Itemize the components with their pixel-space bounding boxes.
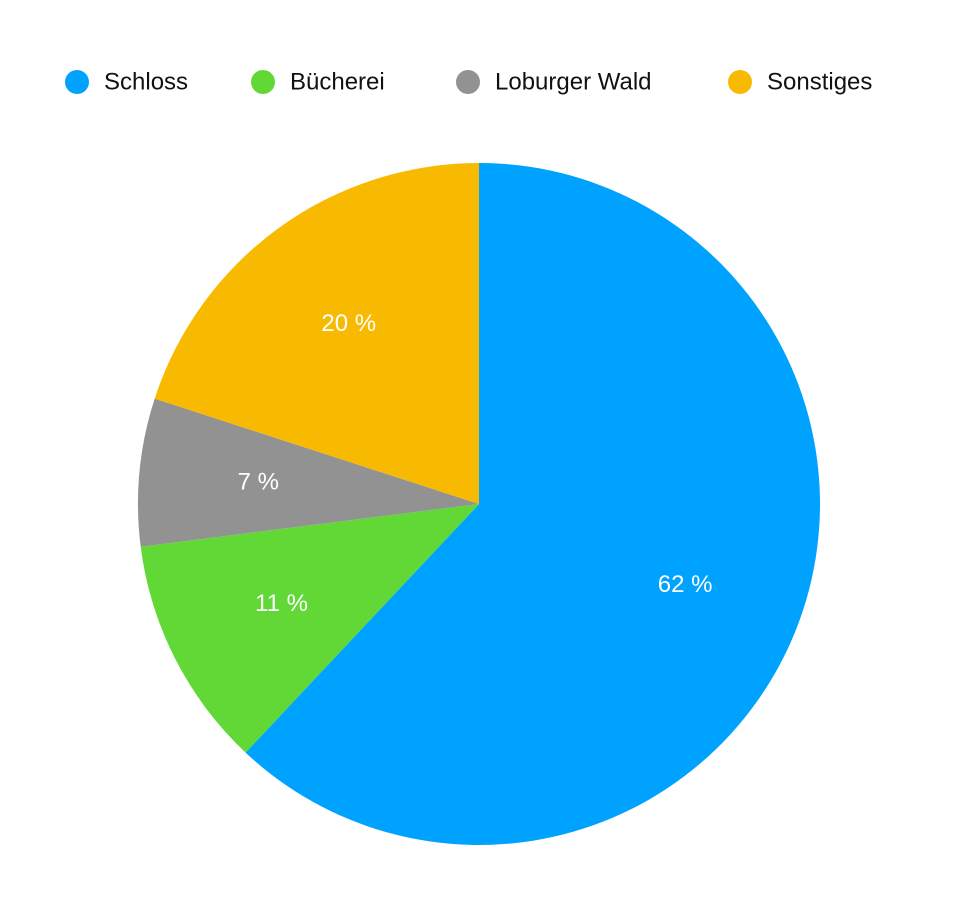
legend-marker xyxy=(456,70,480,94)
slice-label: 20 % xyxy=(321,310,376,337)
legend-marker xyxy=(65,70,89,94)
legend-marker xyxy=(728,70,752,94)
legend-marker xyxy=(251,70,275,94)
slice-label: 62 % xyxy=(658,571,713,598)
pie-slice xyxy=(137,398,479,547)
slice-label: 11 % xyxy=(255,590,308,617)
pie-slice xyxy=(245,163,820,846)
legend-label: Bücherei xyxy=(290,68,385,95)
legend-label: Loburger Wald xyxy=(495,68,652,95)
slice-label: 7 % xyxy=(238,468,279,495)
pie-slice xyxy=(154,163,479,504)
pie-slice xyxy=(140,504,479,753)
legend-label: Sonstiges xyxy=(767,68,872,95)
legend-label: Schloss xyxy=(104,68,188,95)
